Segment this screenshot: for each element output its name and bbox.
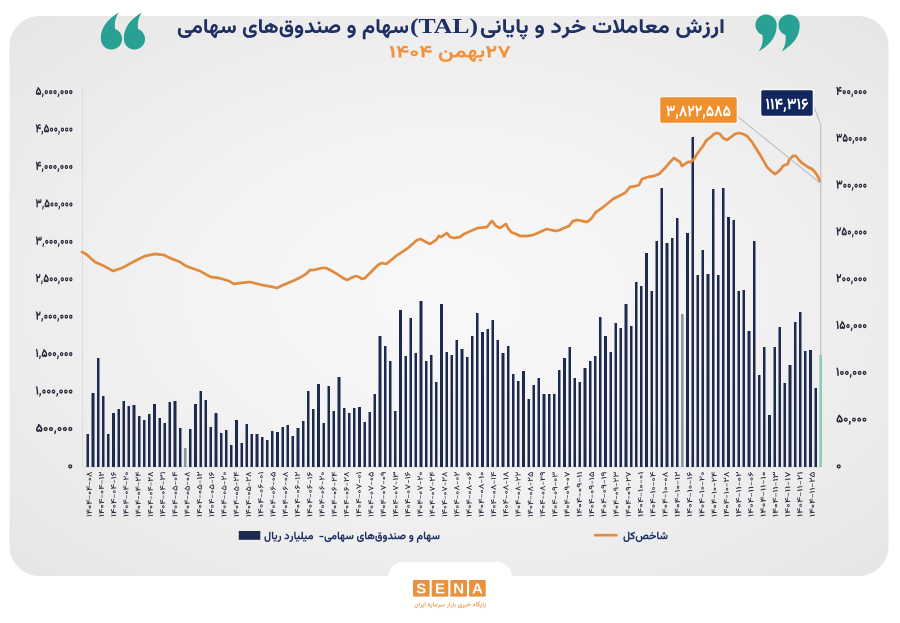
svg-text:S: S xyxy=(416,580,426,597)
svg-text:N: N xyxy=(453,580,464,597)
svg-text:A: A xyxy=(472,580,483,597)
svg-text:(TAL): (TAL) xyxy=(410,14,478,38)
svg-text:E: E xyxy=(435,580,445,597)
